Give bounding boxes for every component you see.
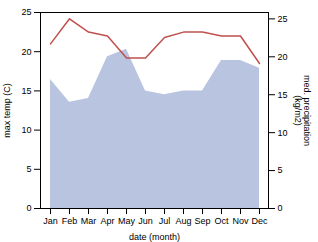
- svg-text:20: 20: [278, 52, 288, 62]
- svg-text:20: 20: [21, 47, 31, 57]
- svg-text:Sep: Sep: [194, 216, 210, 226]
- svg-text:25: 25: [21, 7, 31, 17]
- svg-text:15: 15: [21, 86, 31, 96]
- svg-text:0: 0: [26, 203, 31, 213]
- svg-text:0: 0: [278, 203, 283, 213]
- svg-text:Feb: Feb: [62, 216, 78, 226]
- svg-text:Jan: Jan: [43, 216, 58, 226]
- svg-text:Dec: Dec: [251, 216, 268, 226]
- svg-text:Mar: Mar: [81, 216, 97, 226]
- svg-text:May: May: [118, 216, 136, 226]
- svg-text:5: 5: [278, 165, 283, 175]
- svg-text:Jul: Jul: [159, 216, 171, 226]
- svg-text:Jun: Jun: [138, 216, 153, 226]
- svg-text:Apr: Apr: [100, 216, 114, 226]
- svg-text:Oct: Oct: [214, 216, 229, 226]
- svg-text:med. precipitation(kg/m2): med. precipitation(kg/m2): [293, 75, 312, 146]
- svg-text:10: 10: [278, 128, 288, 138]
- svg-text:max temp (C): max temp (C): [2, 83, 12, 138]
- svg-text:15: 15: [278, 90, 288, 100]
- svg-text:Aug: Aug: [175, 216, 191, 226]
- svg-text:10: 10: [21, 125, 31, 135]
- svg-text:5: 5: [26, 164, 31, 174]
- svg-text:25: 25: [278, 14, 288, 24]
- svg-text:date (month): date (month): [129, 232, 180, 242]
- svg-text:Nov: Nov: [232, 216, 249, 226]
